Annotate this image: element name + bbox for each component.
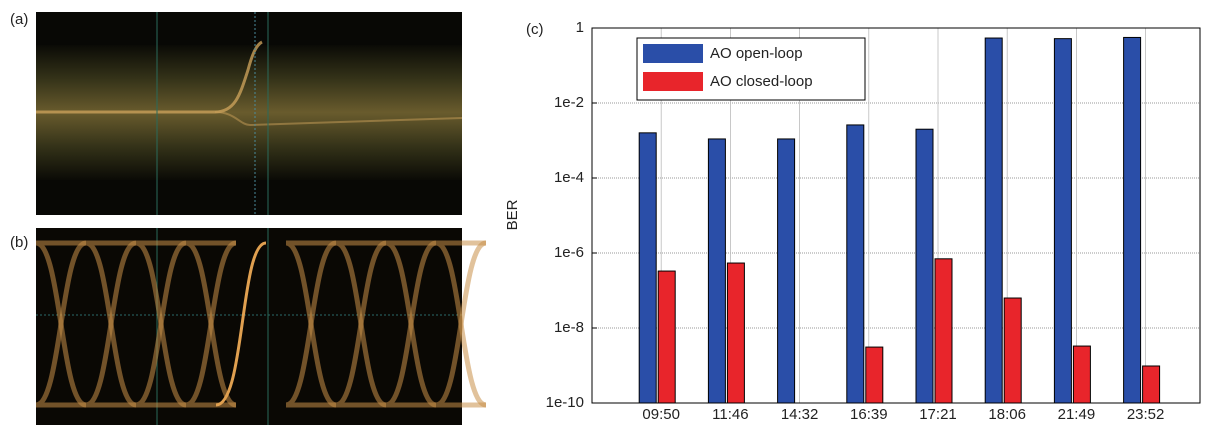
x-tick-label: 09:50 (642, 406, 680, 423)
bar (778, 139, 795, 403)
bar (708, 139, 725, 403)
y-axis-label: BER (504, 199, 521, 230)
bar (935, 259, 952, 403)
legend-swatch (643, 72, 703, 91)
legend-label: AO open-loop (710, 45, 803, 62)
y-tick-label: 1e-2 (554, 94, 584, 111)
legend-label: AO closed-loop (710, 73, 813, 90)
x-tick-label: 14:32 (781, 406, 819, 423)
y-tick-label: 1 (576, 19, 584, 36)
bar (985, 38, 1002, 403)
bar (658, 271, 675, 403)
bar (847, 125, 864, 403)
x-tick-label: 17:21 (919, 406, 957, 423)
y-tick-label: 1e-4 (554, 169, 584, 186)
eye-diagram-a (36, 12, 462, 215)
bar (1124, 37, 1141, 403)
bar (1143, 366, 1160, 403)
legend-swatch (643, 44, 703, 63)
x-tick-label: 16:39 (850, 406, 888, 423)
x-tick-label: 18:06 (988, 406, 1026, 423)
bar (727, 263, 744, 403)
bar (1073, 346, 1090, 403)
y-tick-label: 1e-8 (554, 319, 584, 336)
y-tick-label: 1e-6 (554, 244, 584, 261)
bar (916, 129, 933, 403)
bar (1004, 298, 1021, 403)
eye-diagram-b (36, 228, 486, 425)
figure: (a) (b) (c) 1e-10 1e-8 1e-6 1e-4 1e-2 1 BER 09:… (0, 0, 1213, 425)
panel-label: (b) (10, 234, 28, 251)
plot-area: 1e-10 1e-8 1e-6 1e-4 1e-2 1 BER 09:50 11:46 14:32… (504, 19, 1200, 423)
bar (639, 133, 656, 403)
x-tick-label: 21:49 (1058, 406, 1096, 423)
panel-label: (c) (526, 21, 544, 38)
x-tick-label: 11:46 (712, 406, 748, 423)
y-tick-label: 1e-10 (546, 394, 584, 411)
bar (1054, 39, 1071, 403)
bar (866, 347, 883, 403)
x-tick-label: 23:52 (1127, 406, 1165, 423)
panel-label: (a) (10, 11, 28, 28)
